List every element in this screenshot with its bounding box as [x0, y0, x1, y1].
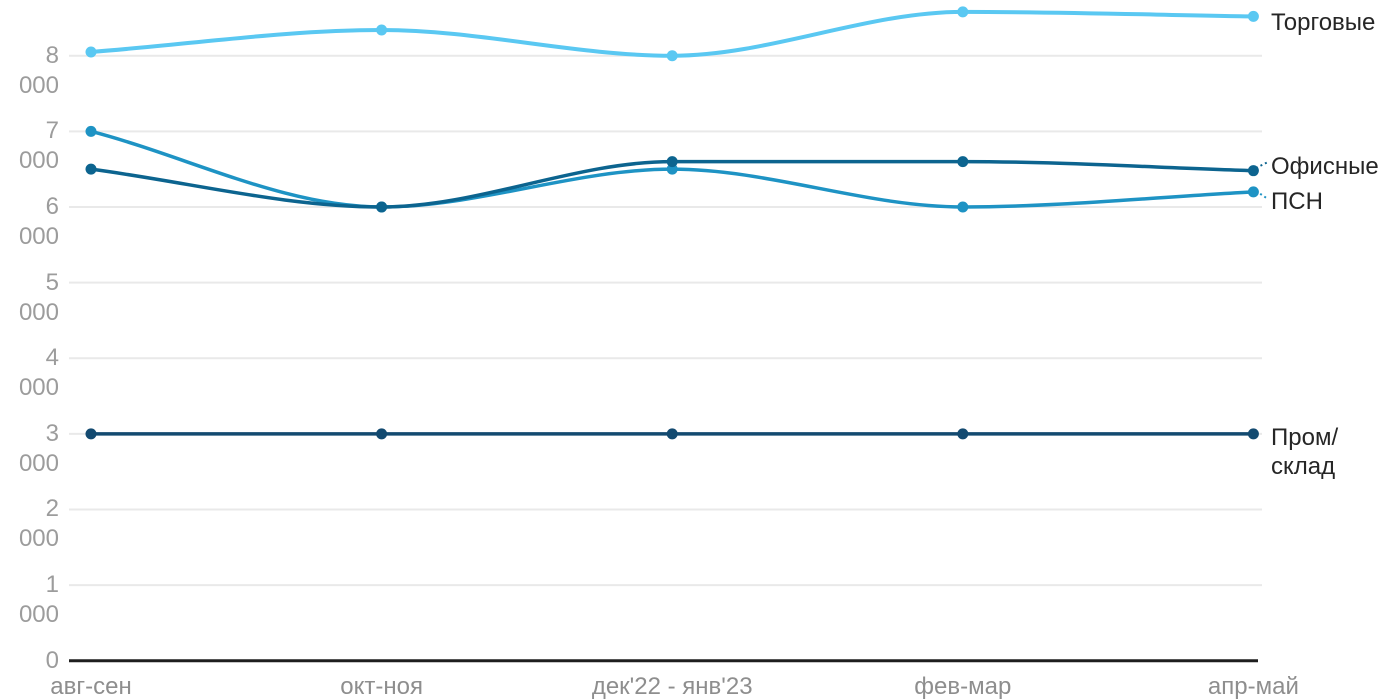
- data-point-Пром/склад-дек'22 - янв'23[interactable]: [666, 428, 678, 440]
- x-axis-tick-label-0: авг-сен: [50, 673, 132, 700]
- x-axis-tick-label-1: окт-ноя: [340, 673, 423, 700]
- data-point-Пром/склад-апр-май[interactable]: [1247, 428, 1259, 440]
- y-axis-tick-label-6000: 6 000: [18, 192, 59, 250]
- data-point-Офисные-авг-сен[interactable]: [85, 163, 97, 175]
- y-axis-tick-label-3000: 3 000: [18, 419, 59, 477]
- series-label-torgovye: Торговые: [1271, 9, 1376, 36]
- data-point-Офисные-фев-мар[interactable]: [957, 156, 969, 168]
- data-point-Пром/склад-окт-ноя[interactable]: [376, 428, 388, 440]
- series-label-prom-sklad: Пром/ склад: [1271, 423, 1338, 481]
- data-point-Торговые-фев-мар[interactable]: [957, 6, 969, 18]
- data-point-Офисные-окт-ноя[interactable]: [376, 201, 388, 213]
- data-point-Пром/склад-фев-мар[interactable]: [957, 428, 969, 440]
- y-axis-tick-label-2000: 2 000: [18, 495, 59, 553]
- x-axis-tick-label-4: апр-май: [1207, 673, 1299, 700]
- data-point-Торговые-дек'22 - янв'23[interactable]: [666, 50, 678, 62]
- y-axis-tick-label-1000: 1 000: [18, 571, 59, 629]
- data-point-Пром/склад-авг-сен[interactable]: [85, 428, 97, 440]
- y-axis-tick-label-7000: 7 000: [18, 117, 59, 175]
- y-axis-tick-label-4000: 4 000: [18, 344, 59, 402]
- leader-line-ofisnye: [1255, 161, 1269, 169]
- data-point-ПСН-дек'22 - янв'23[interactable]: [666, 163, 678, 175]
- series-label-prom-sklad-line2: склад: [1271, 453, 1336, 480]
- y-axis-tick-label-5000: 5 000: [18, 268, 59, 326]
- x-axis-tick-label-2: дек'22 - янв'23: [591, 673, 753, 700]
- data-point-ПСН-фев-мар[interactable]: [957, 201, 969, 213]
- series-line-0: [89, 9, 1256, 58]
- data-point-Торговые-апр-май[interactable]: [1247, 10, 1259, 22]
- x-axis-tick-label-3: фев-мар: [914, 673, 1012, 700]
- y-axis-tick-label-8000: 8 000: [18, 41, 59, 99]
- data-point-Офисные-дек'22 - янв'23[interactable]: [666, 156, 678, 168]
- data-point-Торговые-окт-ноя[interactable]: [376, 24, 388, 36]
- series-label-psn: ПСН: [1271, 188, 1323, 215]
- series-label-ofisnye: Офисные: [1271, 153, 1379, 180]
- data-point-ПСН-авг-сен[interactable]: [85, 125, 97, 137]
- y-axis-tick-label-0: 0: [45, 646, 59, 674]
- series-label-prom-sklad-line1: Пром/: [1271, 424, 1339, 451]
- data-point-Торговые-авг-сен[interactable]: [85, 46, 97, 58]
- data-point-ПСН-апр-май[interactable]: [1247, 186, 1259, 198]
